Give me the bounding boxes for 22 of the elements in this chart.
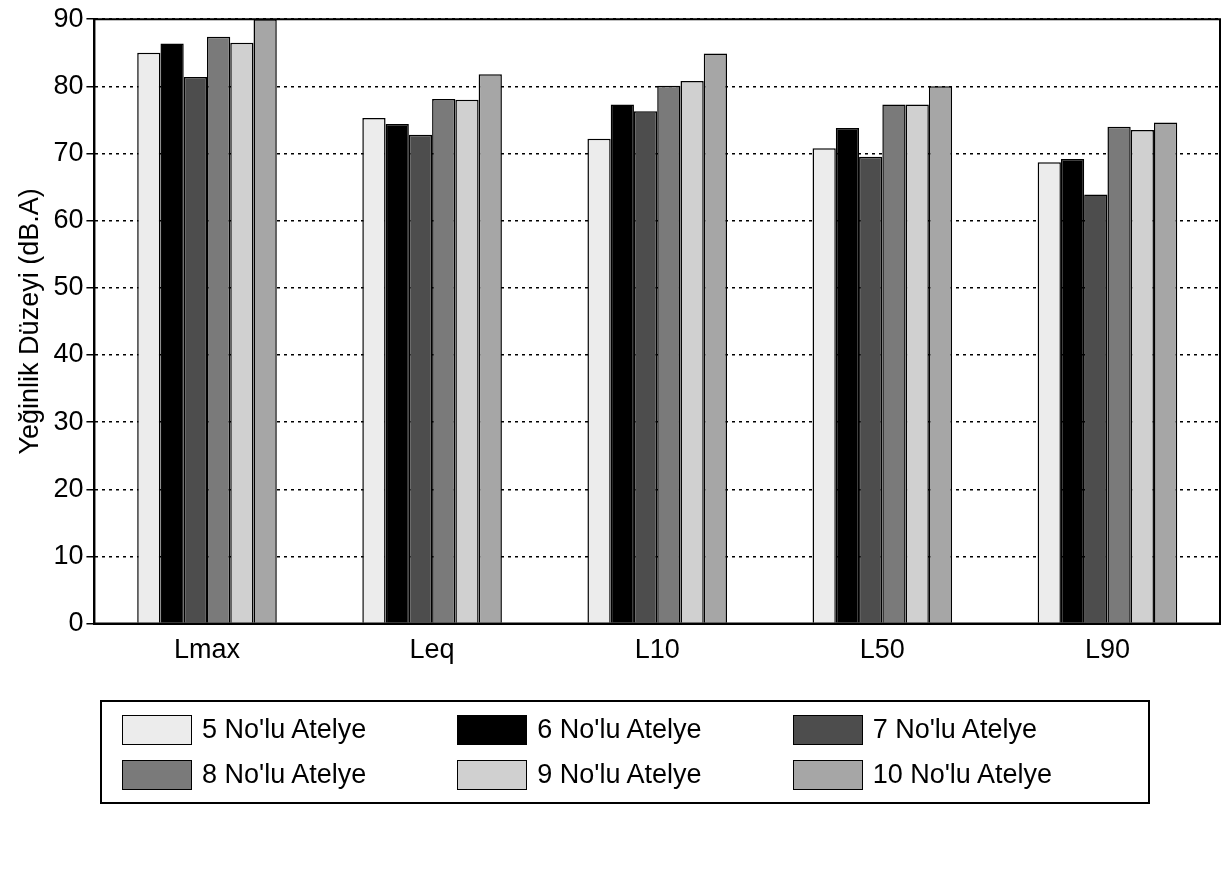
x-tick-label: L50: [859, 634, 905, 665]
y-tick-label: 40: [53, 338, 84, 369]
y-tick-label: 50: [53, 271, 84, 302]
legend-label: 5 No'lu Atelye: [202, 714, 367, 745]
legend-label: 8 No'lu Atelye: [202, 759, 367, 790]
y-tick-label: 20: [53, 472, 84, 503]
x-tick-label: Lmax: [173, 634, 241, 665]
y-tick-label: 70: [53, 136, 84, 167]
y-tick-label: 0: [68, 607, 84, 638]
y-axis-title: Yeğinlik Düzeyi (dB.A): [13, 188, 44, 455]
y-tick-label: 30: [53, 405, 84, 436]
legend-label: 9 No'lu Atelye: [537, 759, 702, 790]
legend-label: 10 No'lu Atelye: [872, 759, 1052, 790]
legend-label: 6 No'lu Atelye: [537, 714, 702, 745]
y-tick-label: 90: [53, 2, 84, 33]
x-tick-label: Leq: [409, 634, 455, 665]
x-tick-label: L10: [634, 634, 680, 665]
legend-label: 7 No'lu Atelye: [872, 714, 1037, 745]
y-tick-label: 60: [53, 204, 84, 235]
y-tick-label: 80: [53, 69, 84, 100]
y-tick-label: 10: [53, 539, 84, 570]
x-tick-label: L90: [1084, 634, 1130, 665]
